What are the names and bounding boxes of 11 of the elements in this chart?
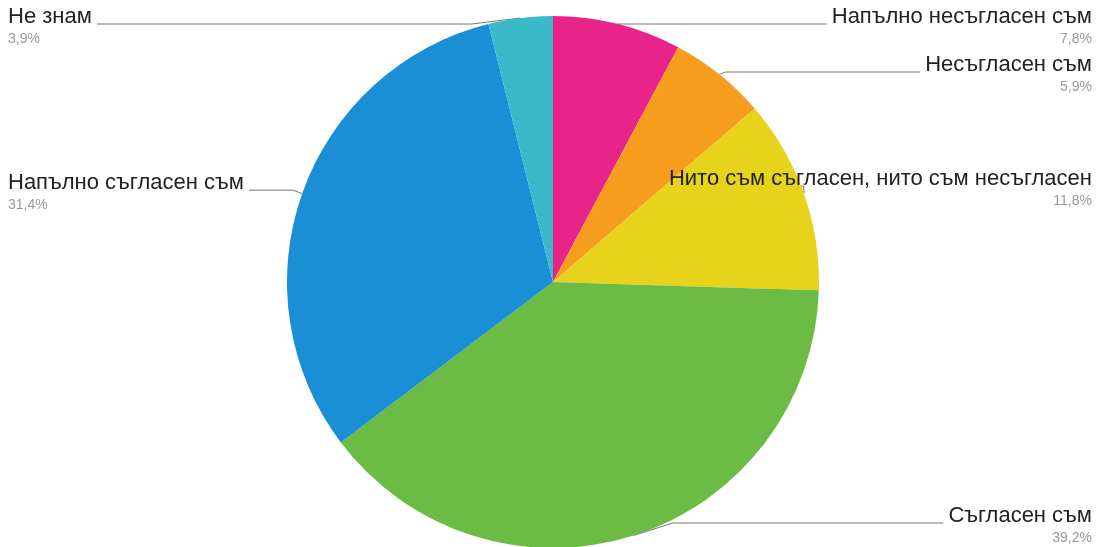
- data-label: 3,9%: [8, 30, 40, 46]
- slice-label: Съгласен съм: [948, 501, 1092, 527]
- data-label: 5,9%: [1060, 78, 1092, 94]
- slice-label: Напълно несъгласен съм: [831, 2, 1092, 28]
- data-label: 7,8%: [1060, 30, 1092, 46]
- slice-label: Напълно съгласен съм: [8, 168, 244, 194]
- data-label: 31,4%: [8, 196, 48, 213]
- data-label: 11,8%: [1053, 192, 1092, 209]
- data-label: 39,2%: [1052, 529, 1092, 545]
- slice-label: Несъгласен съм: [925, 50, 1092, 76]
- slice-label: Не знам: [8, 2, 92, 28]
